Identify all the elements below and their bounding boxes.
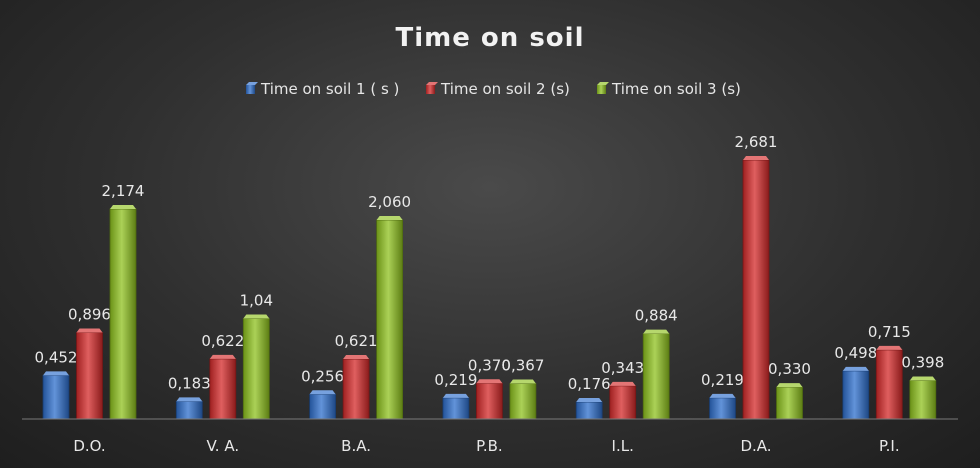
data-label: 0,452 [35,348,78,366]
category-label: B.A. [341,437,371,455]
data-label: 0,183 [168,374,211,392]
data-label: 0,398 [901,354,944,372]
chart-title: Time on soil [395,23,584,53]
bar-do-series-1 [42,374,70,420]
data-label: 0,621 [335,332,378,350]
legend-marker-cap [597,82,609,85]
data-label: 0,219 [434,371,477,389]
legend-marker-cap [426,82,438,85]
data-label: 0,176 [568,375,611,393]
bar-il-series-3 [642,333,670,420]
data-label: 2,681 [735,133,778,151]
bar-pi-series-3 [909,380,937,420]
bar-cap [343,355,370,360]
bar-cap [709,393,736,398]
data-label: 0,498 [834,344,877,362]
bar-va-series-3 [242,318,270,420]
bar-cap [776,383,803,388]
legend-marker [597,85,606,94]
bar-cap [209,354,236,359]
bar-ba-series-3 [376,219,404,420]
data-label: 0,896 [68,305,111,323]
data-label: 0,370 [468,356,511,374]
bar-pi-series-1 [842,370,870,420]
bar-cap [376,215,403,220]
bar-da-series-1 [709,397,736,420]
bar-do-series-2 [76,332,103,420]
legend-marker-cap [246,82,258,85]
data-label: 0,715 [868,323,911,341]
category-label: P.I. [879,437,900,455]
legend-label: Time on soil 1 ( s ) [260,80,399,98]
data-label: 0,367 [501,357,544,375]
bar-cap [743,156,769,160]
bar-ba-series-1 [309,393,337,420]
data-label: 2,174 [102,182,145,200]
bar-cap [243,314,270,319]
legend-item-series-2: Time on soil 2 (s) [426,80,570,98]
legend-marker [246,85,255,94]
data-label: 2,060 [368,193,411,211]
bar-cap [909,376,936,381]
bar-cap [609,381,636,386]
category-label: D.O. [73,437,105,455]
bar-pb-series-2 [475,382,503,420]
legend-label: Time on soil 2 (s) [440,80,570,98]
legend-marker [426,85,435,94]
legend-label: Time on soil 3 (s) [611,80,741,98]
bar-va-series-1 [175,400,203,420]
category-label: V. A. [206,437,239,455]
legend-item-series-3: Time on soil 3 (s) [597,80,741,98]
bar-cap [110,204,136,209]
bar-do-series-3 [109,208,137,420]
bar-cap [643,329,670,334]
bar-cap [176,397,203,402]
plot-area: 0,452 0,896 2,174 0,183 0,622 1,04 0,256 0,621 2… [35,133,944,420]
bar-cap [876,345,903,350]
bar-cap [76,328,103,333]
data-label: 0,343 [601,359,644,377]
bar-cap [309,390,336,395]
category-label: I.L. [612,437,634,455]
category-axis: D.O. V. A. B.A. P.B. I.L. D.A. P.I. [73,437,899,455]
bar-cap [476,379,503,384]
bar-da-series-3 [776,386,803,420]
legend-item-series-1: Time on soil 1 ( s ) [246,80,399,98]
bar-va-series-2 [209,358,237,420]
category-label: D.A. [740,437,771,455]
data-label: 0,884 [635,307,678,325]
data-label: 1,04 [240,292,273,310]
data-label: 0,622 [201,332,244,350]
data-label: 0,256 [301,367,344,385]
bar-pb-series-3 [509,383,537,420]
bar-ba-series-2 [342,358,370,420]
bar-pi-series-2 [875,349,903,420]
bar-il-series-1 [575,401,603,420]
bar-il-series-2 [609,385,637,420]
bar-cap [43,371,69,376]
bar-cap [442,393,469,398]
bar-cap [576,397,603,402]
category-label: P.B. [476,437,503,455]
bar-pb-series-1 [442,397,470,420]
data-label: 0,219 [701,371,744,389]
data-label: 0,330 [768,360,811,378]
bar-cap [842,366,869,371]
bar-da-series-2 [742,159,770,420]
bar-cap [509,379,536,384]
legend: Time on soil 1 ( s ) Time on soil 2 (s) Ti… [246,80,741,98]
